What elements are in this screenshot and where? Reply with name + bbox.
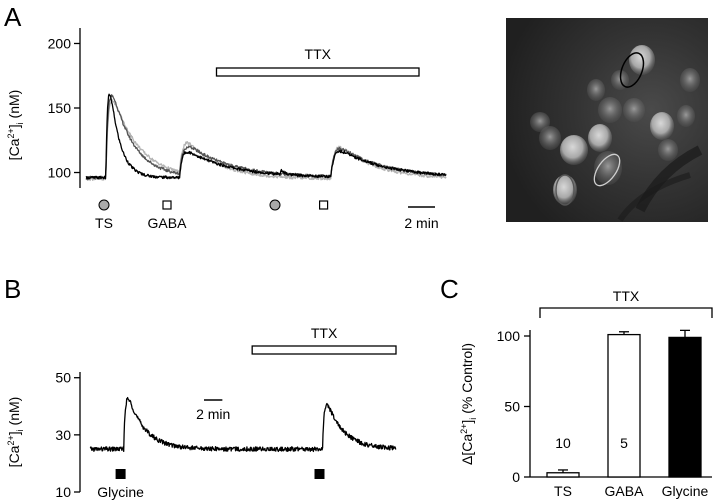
y-axis-label-a: [Ca2+]i (nM) [6, 90, 25, 161]
roi-outline-black [619, 52, 645, 88]
y-tick-label: 0 [512, 469, 520, 485]
filled-square-marker-icon [314, 469, 325, 479]
ttx-bar-b [251, 345, 397, 355]
category-label: GABA [605, 483, 645, 499]
ttx-label-a: TTX [305, 46, 332, 62]
bars-c: 10 TS 5 GABA 8 Glycine [546, 329, 709, 499]
y-tick-label: 50 [55, 370, 71, 386]
open-square-marker-icon [319, 200, 329, 210]
circle-marker-icon [98, 199, 110, 211]
filled-square-marker-icon [115, 469, 126, 479]
ttx-bracket [539, 307, 713, 318]
panel-letter-a: A [4, 2, 22, 32]
traces-b [89, 396, 397, 453]
y-ticks-b: 10 30 50 [55, 370, 80, 500]
bar-gaba [607, 333, 641, 478]
stimulus-markers-b [115, 469, 325, 479]
panel-a: A 100 150 200 [Ca2+]i (nM) TTX TS GABA 2 m… [4, 2, 447, 231]
y-tick-label: 50 [504, 399, 520, 415]
y-tick-label: 150 [48, 100, 72, 116]
open-square-marker-icon [162, 200, 172, 210]
stimulus-label-gaba: GABA [148, 215, 188, 231]
panel-b: B 10 30 50 [Ca2+]i (nM) TTX Glycine 2 min [4, 274, 397, 500]
fluorescence-micrograph [506, 18, 708, 222]
y-tick-label: 30 [55, 427, 71, 443]
roi-outline-light-gray [593, 153, 621, 187]
traces-a [85, 93, 447, 182]
panel-c: C TTX 0 50 100 Δ[Ca2+]i (% Control) 10 TS 5 G… [440, 274, 713, 499]
y-tick-label: 100 [497, 328, 521, 344]
y-tick-label: 10 [55, 484, 71, 500]
ttx-label-c: TTX [613, 288, 640, 304]
panel-letter-c: C [440, 274, 459, 304]
y-ticks-a: 100 150 200 [48, 35, 80, 181]
ttx-bar-a [215, 67, 420, 77]
y-ticks-c: 0 50 100 [497, 328, 530, 485]
n-label: 10 [555, 435, 571, 451]
y-tick-label: 100 [48, 165, 72, 181]
stimulus-markers-a [98, 199, 329, 211]
stimulus-label-glycine: Glycine [97, 484, 144, 500]
n-label: 5 [620, 435, 628, 451]
category-label: Glycine [662, 483, 709, 499]
scale-bar-label-a: 2 min [404, 215, 438, 231]
bar-glycine [668, 336, 702, 478]
circle-marker-icon [269, 199, 281, 211]
panel-letter-b: B [4, 274, 21, 304]
stimulus-label-ts: TS [95, 215, 113, 231]
y-axis-label-c: Δ[Ca2+]i (% Control) [459, 343, 478, 465]
scale-bar-label-b: 2 min [196, 406, 230, 422]
y-tick-label: 200 [48, 35, 72, 51]
calcium-trace [85, 93, 447, 180]
bar-ts [546, 472, 580, 478]
y-axis-label-b: [Ca2+]i (nM) [6, 397, 25, 468]
roi-outline-dark-gray [555, 174, 575, 206]
ttx-label-b: TTX [311, 325, 338, 341]
calcium-trace [89, 396, 397, 453]
n-label: 8 [681, 435, 689, 451]
category-label: TS [554, 483, 572, 499]
